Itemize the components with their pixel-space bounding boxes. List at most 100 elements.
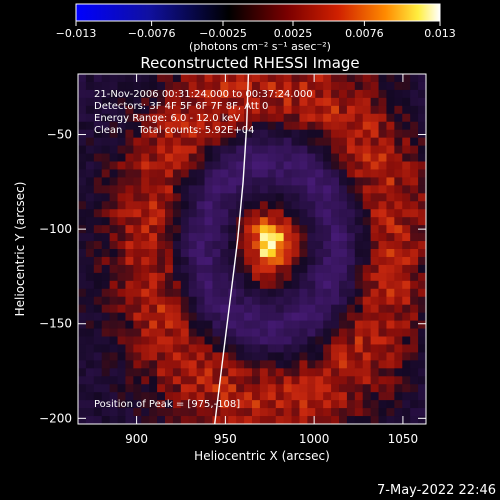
heatmap-cell (346, 264, 356, 274)
heatmap-cell (402, 352, 411, 361)
heatmap-cell (244, 209, 253, 218)
heatmap-cell (196, 177, 206, 186)
heatmap-cell (78, 256, 87, 266)
heatmap-cell (362, 137, 372, 147)
y-tick-label: −150 (39, 317, 72, 331)
heatmap-cell (93, 137, 103, 147)
heatmap-cell (196, 89, 206, 99)
heatmap-cell (196, 185, 206, 194)
heatmap-cell (402, 193, 411, 202)
heatmap-cell (267, 368, 277, 377)
heatmap-cell (109, 264, 119, 274)
heatmap-cell (149, 185, 158, 194)
heatmap-cell (141, 272, 150, 282)
heatmap-cell (125, 416, 134, 424)
heatmap-cell (402, 153, 411, 163)
heatmap-cell (236, 169, 245, 178)
heatmap-cell (354, 241, 364, 250)
heatmap-cell (141, 256, 150, 266)
heatmap-cell (109, 129, 119, 139)
heatmap-cell (141, 376, 150, 385)
heatmap-cell (291, 121, 301, 131)
heatmap-cell (362, 89, 372, 99)
heatmap-cell (236, 161, 245, 171)
heatmap-cell (149, 280, 158, 290)
heatmap-cell (188, 121, 198, 131)
heatmap-cell (323, 81, 332, 91)
heatmap-cell (220, 241, 229, 250)
heatmap-cell (85, 225, 95, 234)
heatmap-cell (141, 105, 150, 115)
heatmap-cell (259, 416, 269, 424)
heatmap-cell (204, 320, 214, 330)
heatmap-cell (228, 89, 237, 99)
heatmap-cell (252, 209, 261, 218)
heatmap-cell (204, 280, 214, 290)
heatmap-cell (283, 400, 293, 409)
heatmap-cell (236, 217, 245, 226)
heatmap-cell (291, 360, 301, 369)
heatmap-cell (228, 105, 237, 115)
heatmap-cell (275, 225, 285, 234)
heatmap-cell (93, 416, 103, 424)
heatmap-cell (93, 129, 103, 139)
heatmap-cell (394, 121, 403, 131)
heatmap-cell (196, 400, 206, 409)
heatmap-cell (354, 296, 364, 306)
heatmap-cell (85, 408, 95, 417)
heatmap-cell (172, 328, 182, 338)
heatmap-cell (410, 105, 419, 115)
heatmap-cell (283, 288, 293, 298)
heatmap-cell (275, 89, 285, 99)
heatmap-cell (386, 416, 395, 424)
x-tick-label: 1050 (388, 432, 419, 446)
heatmap-cell (196, 169, 206, 178)
heatmap-cell (93, 392, 103, 401)
heatmap-cell (307, 89, 316, 99)
heatmap-cell (244, 169, 253, 178)
heatmap-cell (85, 89, 95, 99)
heatmap-cell (252, 288, 261, 298)
heatmap-cell (188, 384, 198, 393)
colorbar: −0.013 −0.0076 −0.0025 0.0025 0.0076 0.013 (p… (56, 3, 456, 53)
heatmap-cell (125, 145, 134, 155)
heatmap-cell (410, 256, 419, 266)
heatmap-cell (85, 129, 95, 139)
solar-limb-curve (214, 74, 250, 424)
heatmap-cell (172, 121, 182, 131)
heatmap-cell (402, 81, 411, 91)
heatmap-cell (323, 288, 332, 298)
heatmap-cell (418, 105, 426, 115)
heatmap-cell (93, 145, 103, 155)
heatmap-cell (204, 105, 214, 115)
heatmap-cell (346, 233, 356, 242)
heatmap-cell (402, 113, 411, 123)
heatmap-cell (157, 145, 166, 155)
heatmap-cell (244, 320, 253, 330)
heatmap-cell (220, 304, 229, 314)
heatmap-cell (133, 113, 142, 123)
heatmap-cell (339, 288, 348, 298)
heatmap-cell (370, 344, 380, 353)
heatmap-cell (157, 344, 166, 353)
heatmap-cell (117, 161, 127, 171)
heatmap-cell (267, 153, 277, 163)
heatmap-cell (291, 288, 301, 298)
heatmap-cell (157, 296, 166, 306)
heatmap-cell (188, 153, 198, 163)
heatmap-cell (267, 352, 277, 361)
heatmap-cell (252, 384, 261, 393)
heatmap-cell (323, 320, 332, 330)
heatmap-cell (228, 113, 237, 123)
heatmap-cell (339, 113, 348, 123)
heatmap-cell (410, 296, 419, 306)
heatmap-cell (315, 352, 324, 361)
heatmap-cell (323, 121, 332, 131)
heatmap-cell (141, 400, 150, 409)
heatmap-cell (252, 304, 261, 314)
heatmap-cell (354, 368, 364, 377)
heatmap-cell (291, 233, 301, 242)
heatmap-cell (283, 225, 293, 234)
heatmap-cell (125, 249, 134, 258)
heatmap-cell (410, 304, 419, 314)
